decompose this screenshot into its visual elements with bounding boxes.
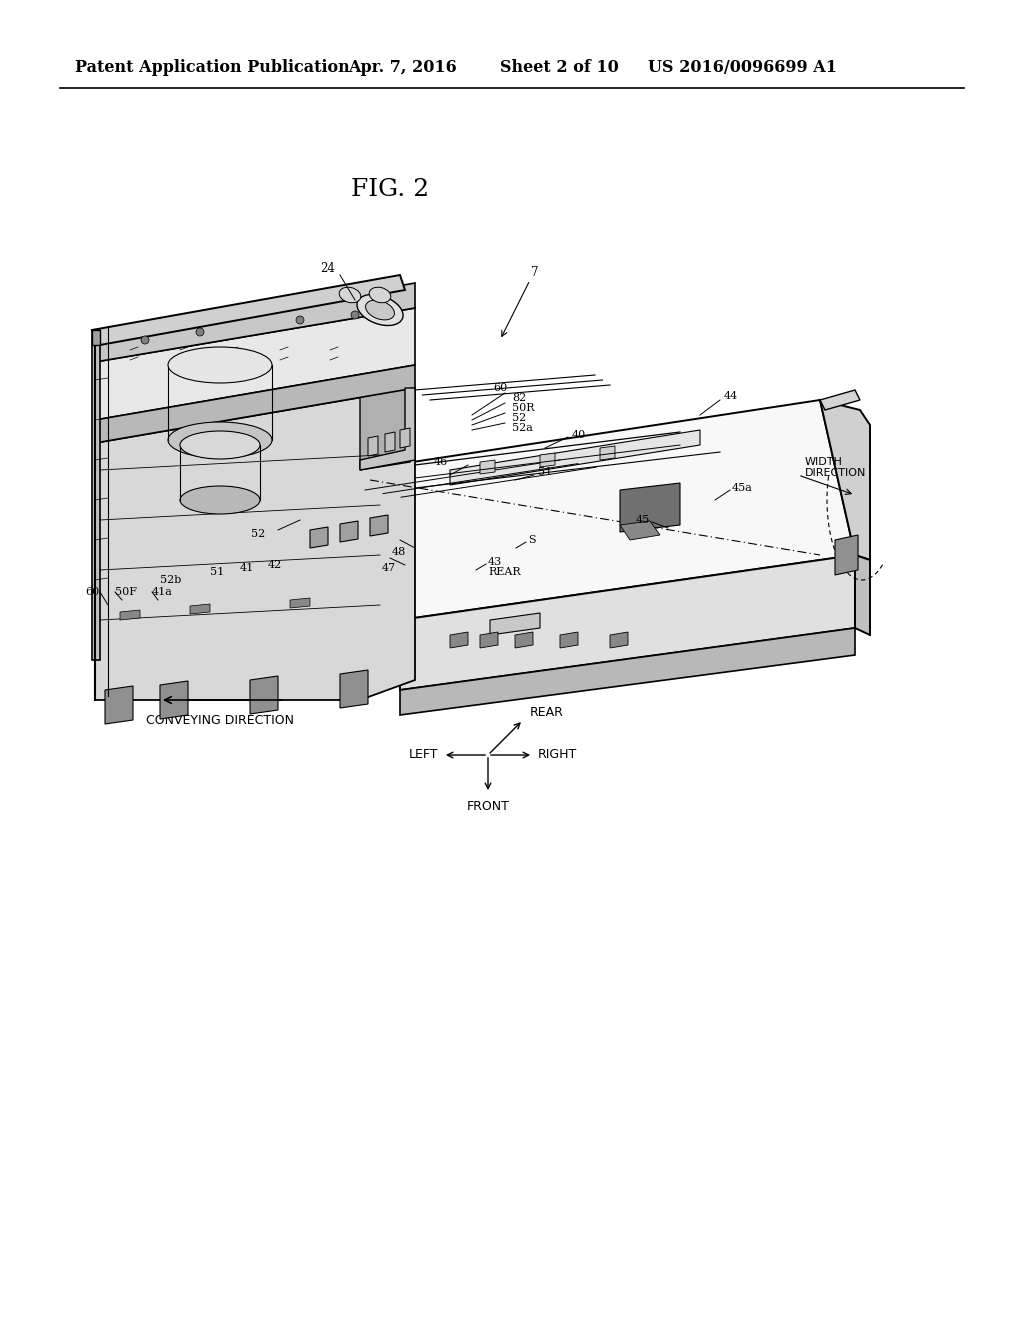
- Text: Apr. 7, 2016: Apr. 7, 2016: [348, 59, 457, 77]
- Text: 82: 82: [512, 393, 526, 403]
- Polygon shape: [480, 459, 495, 474]
- Circle shape: [141, 337, 150, 345]
- Text: S: S: [528, 535, 536, 545]
- Text: US 2016/0096699 A1: US 2016/0096699 A1: [648, 59, 837, 77]
- Text: 45: 45: [636, 515, 650, 525]
- Ellipse shape: [168, 347, 272, 383]
- Text: 7: 7: [531, 265, 539, 279]
- Polygon shape: [450, 632, 468, 648]
- Text: FRONT: FRONT: [467, 800, 509, 813]
- Polygon shape: [92, 330, 100, 345]
- Text: 60: 60: [494, 383, 508, 393]
- Text: 52: 52: [251, 529, 265, 539]
- Polygon shape: [290, 598, 310, 609]
- Text: 51: 51: [210, 568, 224, 577]
- Text: 52: 52: [512, 413, 526, 422]
- Text: 50F: 50F: [115, 587, 137, 597]
- Polygon shape: [490, 612, 540, 635]
- Text: 41: 41: [240, 564, 254, 573]
- Text: 52a: 52a: [512, 422, 532, 433]
- Text: FIG. 2: FIG. 2: [351, 178, 429, 202]
- Ellipse shape: [180, 486, 260, 513]
- Text: 41a: 41a: [152, 587, 173, 597]
- Text: 42: 42: [268, 560, 283, 570]
- Polygon shape: [105, 686, 133, 723]
- Text: 60: 60: [86, 587, 100, 597]
- Polygon shape: [95, 366, 415, 444]
- Text: 45a: 45a: [732, 483, 753, 492]
- Polygon shape: [340, 521, 358, 543]
- Polygon shape: [450, 430, 700, 484]
- Text: 51: 51: [538, 467, 552, 477]
- Ellipse shape: [366, 300, 394, 319]
- Polygon shape: [250, 676, 278, 714]
- Text: REAR: REAR: [488, 568, 520, 577]
- Circle shape: [296, 315, 304, 323]
- Polygon shape: [340, 671, 368, 708]
- Text: 43: 43: [488, 557, 502, 568]
- Polygon shape: [855, 554, 870, 635]
- Polygon shape: [310, 527, 328, 548]
- Text: 50R: 50R: [512, 403, 535, 413]
- Polygon shape: [600, 446, 615, 459]
- Text: RIGHT: RIGHT: [538, 748, 578, 762]
- Polygon shape: [120, 610, 140, 620]
- Text: DIRECTION: DIRECTION: [805, 469, 866, 478]
- Polygon shape: [368, 436, 378, 455]
- Text: 52b: 52b: [160, 576, 181, 585]
- Text: Sheet 2 of 10: Sheet 2 of 10: [500, 59, 618, 77]
- Polygon shape: [360, 400, 855, 620]
- Polygon shape: [560, 632, 578, 648]
- Polygon shape: [190, 605, 210, 614]
- Text: 44: 44: [724, 391, 738, 401]
- Circle shape: [351, 312, 359, 319]
- Polygon shape: [160, 681, 188, 719]
- Ellipse shape: [180, 432, 260, 459]
- Polygon shape: [515, 632, 534, 648]
- Polygon shape: [95, 308, 415, 420]
- Polygon shape: [400, 428, 410, 447]
- Polygon shape: [385, 432, 395, 451]
- Polygon shape: [835, 535, 858, 576]
- Ellipse shape: [370, 288, 391, 302]
- Polygon shape: [95, 388, 415, 700]
- Text: WIDTH: WIDTH: [805, 457, 843, 467]
- Text: 48: 48: [392, 546, 406, 557]
- Text: LEFT: LEFT: [409, 748, 438, 762]
- Polygon shape: [820, 400, 870, 560]
- Polygon shape: [95, 282, 415, 362]
- Ellipse shape: [339, 288, 360, 302]
- Text: 46: 46: [434, 457, 449, 467]
- Text: CONVEYING DIRECTION: CONVEYING DIRECTION: [146, 714, 294, 726]
- Polygon shape: [360, 388, 415, 470]
- Polygon shape: [620, 521, 660, 540]
- Polygon shape: [620, 483, 680, 532]
- Text: 24: 24: [321, 261, 336, 275]
- Polygon shape: [370, 515, 388, 536]
- Text: 40: 40: [572, 430, 587, 440]
- Ellipse shape: [357, 294, 403, 326]
- Ellipse shape: [168, 422, 272, 458]
- Polygon shape: [480, 632, 498, 648]
- Circle shape: [196, 327, 204, 337]
- Polygon shape: [610, 632, 628, 648]
- Polygon shape: [360, 388, 415, 470]
- Text: 47: 47: [382, 564, 396, 573]
- Polygon shape: [540, 453, 555, 467]
- Polygon shape: [400, 554, 855, 690]
- Polygon shape: [400, 628, 855, 715]
- Polygon shape: [820, 389, 860, 411]
- Text: Patent Application Publication: Patent Application Publication: [75, 59, 350, 77]
- Text: REAR: REAR: [530, 705, 564, 718]
- Polygon shape: [92, 275, 406, 345]
- Polygon shape: [92, 330, 100, 660]
